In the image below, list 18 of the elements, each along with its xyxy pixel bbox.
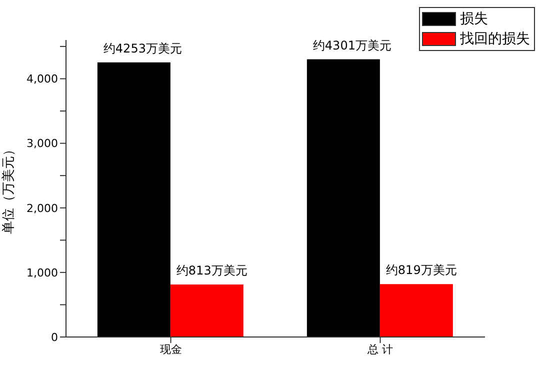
data-label: 约813万美元 (176, 264, 248, 278)
data-label: 约4301万美元 (312, 38, 392, 52)
y-axis-title: 单位（万美元） (0, 143, 17, 234)
y-tick-label: 0 (51, 330, 58, 344)
bar (380, 284, 453, 337)
bar (170, 284, 244, 337)
x-tick-label: 总 计 (366, 342, 393, 356)
data-label: 约4253万美元 (103, 41, 182, 56)
y-tick-label: 3,000 (26, 137, 58, 150)
data-label: 约819万美元 (386, 263, 457, 278)
legend-label: 找回的损失 (460, 30, 530, 48)
bar (306, 59, 380, 337)
y-tick-label: 4,000 (26, 72, 58, 86)
x-tick-label: 现金 (160, 342, 182, 356)
legend-label: 损失 (460, 10, 488, 28)
y-tick-label: 1,000 (26, 266, 58, 280)
bar (97, 62, 170, 337)
y-tick-label: 2,000 (26, 202, 58, 215)
